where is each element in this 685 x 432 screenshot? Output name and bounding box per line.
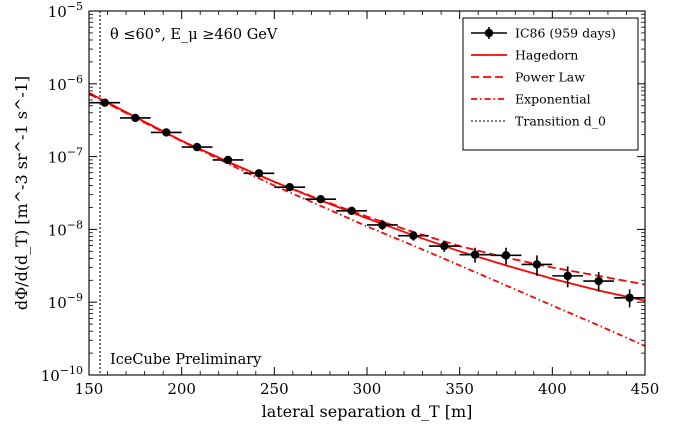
x-tick-label: 450 <box>631 380 660 398</box>
x-tick-labels: 150 200 250 300 350 400 450 <box>75 380 660 398</box>
y-tick-label: 10−7 <box>48 146 83 167</box>
data-point <box>305 194 337 204</box>
x-axis-title: lateral separation d_T [m] <box>262 402 473 421</box>
y-tick-label: 10−9 <box>48 291 83 312</box>
data-points <box>89 98 645 308</box>
data-marker <box>223 155 233 165</box>
curve-power-law <box>89 93 645 286</box>
data-point <box>212 155 244 165</box>
data-point <box>428 241 460 252</box>
curve-exponential <box>89 92 645 347</box>
data-marker <box>131 113 140 123</box>
data-marker <box>594 276 603 286</box>
data-marker <box>100 98 109 107</box>
data-point <box>243 169 275 178</box>
plot-frame <box>88 10 646 376</box>
x-tick-label: 400 <box>538 380 567 398</box>
legend: IC86 (959 days) Hagedorn Power Law Exponent… <box>462 17 639 151</box>
data-point <box>552 266 584 288</box>
y-tick-label: 10−5 <box>48 0 83 21</box>
x-tick-label: 350 <box>445 380 474 398</box>
data-marker <box>501 251 511 260</box>
legend-box <box>462 17 639 151</box>
data-marker <box>285 182 294 192</box>
legend-label: IC86 (959 days) <box>515 26 616 41</box>
data-marker <box>254 169 264 178</box>
data-marker <box>378 220 387 230</box>
data-marker <box>162 128 171 137</box>
legend-item: IC86 (959 days) <box>471 26 616 41</box>
y-axis-title: dΦ/d(d_T) [m^-3 sr^-1 s^-1] <box>12 76 31 310</box>
data-marker <box>409 231 418 240</box>
y-tick-label: 10−8 <box>48 218 83 239</box>
legend-item: Transition d_0 <box>471 114 606 129</box>
data-marker <box>440 241 449 251</box>
data-point <box>614 289 645 308</box>
data-point <box>181 142 213 152</box>
legend-label: Hagedorn <box>515 48 578 63</box>
data-marker <box>347 206 356 216</box>
cut-annotation: θ ≤60°, E_μ ≥460 GeV <box>110 27 278 43</box>
watermark-text: IceCube Preliminary <box>110 352 262 368</box>
model-curves <box>89 11 645 375</box>
legend-swatch-marker <box>484 28 494 38</box>
data-point <box>336 206 367 216</box>
data-point <box>274 182 306 192</box>
data-point <box>459 247 491 263</box>
legend-item: Power Law <box>471 70 585 85</box>
data-point <box>397 231 429 241</box>
y-tick-label: 10−6 <box>48 73 83 94</box>
data-point <box>367 219 398 231</box>
data-marker <box>470 250 480 259</box>
data-marker <box>532 260 542 269</box>
legend-label: Exponential <box>515 92 591 107</box>
data-point <box>521 255 553 276</box>
data-marker <box>563 271 572 281</box>
x-tick-label: 200 <box>167 380 196 398</box>
y-tick-label: 10−10 <box>41 364 83 385</box>
data-marker <box>625 293 634 302</box>
data-marker <box>192 142 202 152</box>
data-marker <box>316 194 325 204</box>
legend-label: Power Law <box>515 70 585 85</box>
data-point <box>89 98 121 107</box>
y-tick-labels: 10−10 10−9 10−8 10−7 10−6 10−5 <box>41 0 83 385</box>
data-point <box>150 128 182 137</box>
x-tick-label: 150 <box>75 380 104 398</box>
data-point <box>490 247 522 265</box>
x-tick-label: 300 <box>353 380 382 398</box>
legend-item: Hagedorn <box>471 48 578 63</box>
data-point <box>119 113 151 123</box>
data-point <box>583 271 615 292</box>
legend-label: Transition d_0 <box>515 114 606 129</box>
legend-item: Exponential <box>471 92 591 107</box>
x-tick-label: 250 <box>260 380 289 398</box>
